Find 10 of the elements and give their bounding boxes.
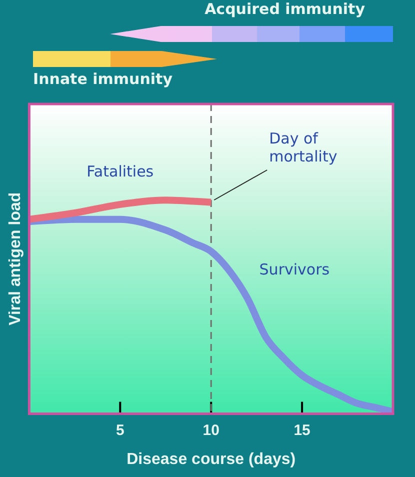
ref-line-label: Day of mortality <box>269 129 338 166</box>
x-tick-label: 5 <box>116 422 124 439</box>
text: Acquired immunity <box>204 0 365 18</box>
text: Innate immunity <box>33 70 172 88</box>
x-axis-title: Disease course (days) <box>126 450 296 468</box>
y-axis-title: Viral antigen load <box>7 192 24 326</box>
x-tick-label: 10 <box>202 422 220 439</box>
x-tick-label: 15 <box>294 422 310 439</box>
series-label: Fatalities <box>86 162 154 180</box>
series-label: Survivors <box>259 260 330 279</box>
